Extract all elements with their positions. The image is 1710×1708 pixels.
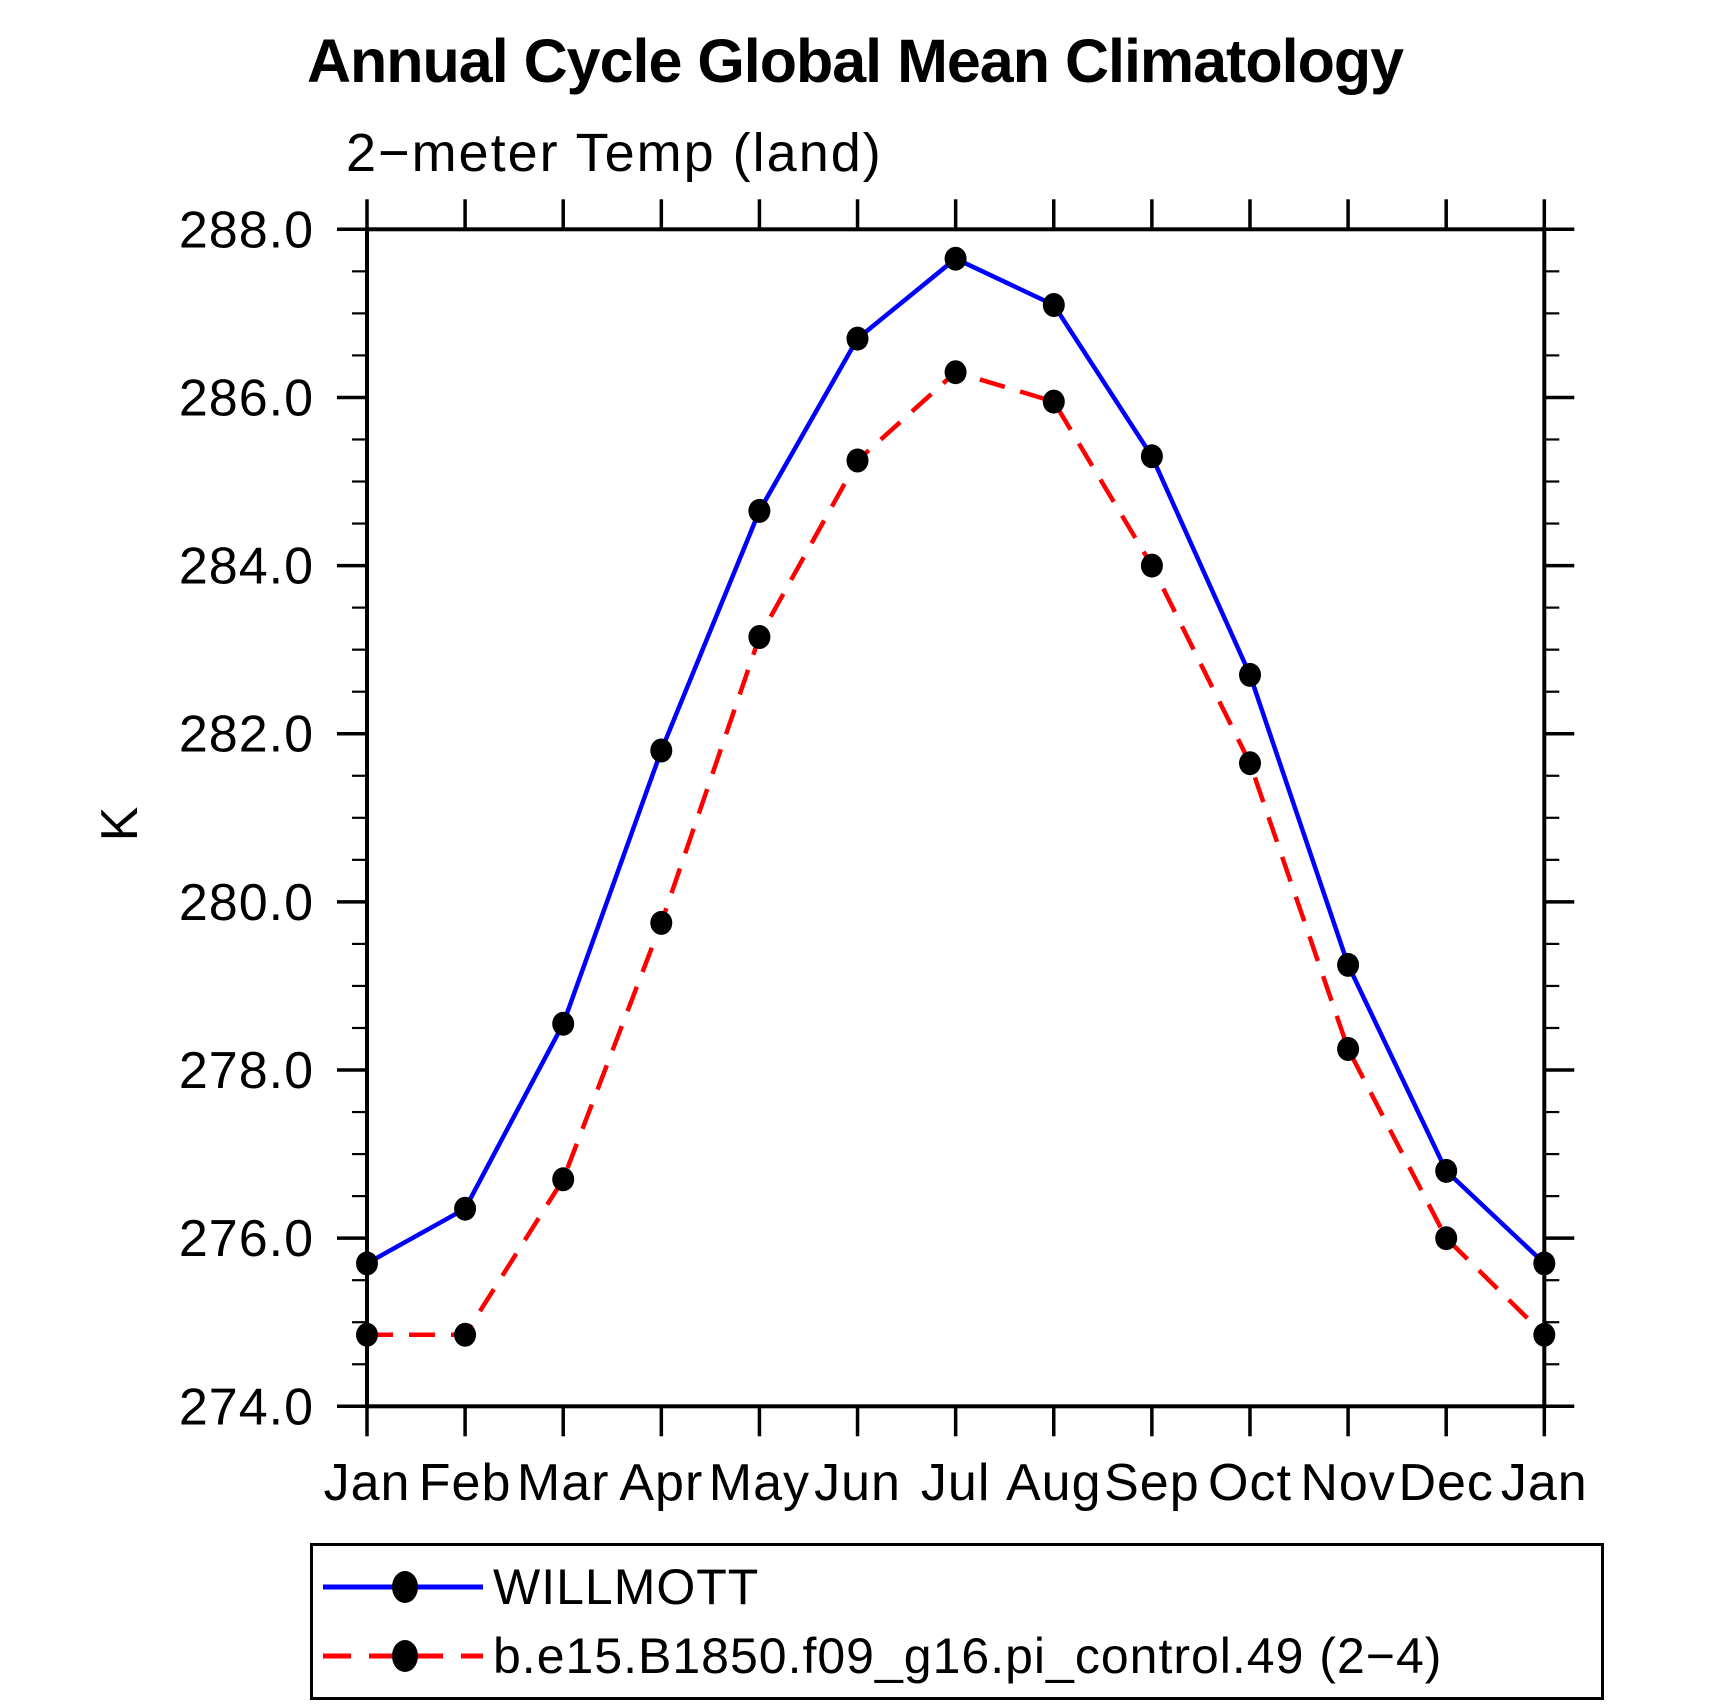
plot-frame xyxy=(365,227,1547,1409)
y-axis-minor-ticks xyxy=(352,270,1560,1366)
legend-swatch-model xyxy=(323,1640,483,1672)
x-tick-label: Jul xyxy=(921,1454,990,1512)
legend-marker-dot-icon xyxy=(392,1640,418,1672)
chart-title: Annual Cycle Global Mean Climatology xyxy=(306,27,1404,95)
y-tick-label: 284.0 xyxy=(179,538,314,596)
x-tick-label: May xyxy=(709,1454,810,1512)
x-axis-ticks xyxy=(365,199,1547,1437)
series-line-1 xyxy=(367,369,1546,1338)
data-point-marker xyxy=(1337,952,1360,977)
series-line-0 xyxy=(365,256,1546,1266)
data-point-marker xyxy=(454,1322,477,1347)
data-point-marker xyxy=(552,1167,575,1192)
data-point-marker xyxy=(1435,1158,1458,1183)
y-tick-label: 274.0 xyxy=(179,1378,314,1436)
x-tick-label: Sep xyxy=(1104,1454,1200,1512)
x-tick-label: Oct xyxy=(1208,1454,1292,1512)
y-tick-label: 280.0 xyxy=(179,874,314,932)
data-point-marker xyxy=(944,246,967,271)
data-point-marker xyxy=(1239,751,1261,776)
y-tick-label: 288.0 xyxy=(179,201,314,259)
data-point-marker xyxy=(748,498,771,523)
y-tick-label: 286.0 xyxy=(179,369,314,427)
series-markers-0 xyxy=(356,246,1556,1276)
legend-swatch-willmott xyxy=(323,1571,483,1603)
data-point-marker xyxy=(1140,553,1163,578)
data-point-marker xyxy=(1533,1251,1556,1276)
x-tick-label: Feb xyxy=(419,1454,512,1512)
y-tick-labels: 288.0 286.0 284.0 282.0 280.0 278.0 276.0 274.0 xyxy=(179,201,314,1436)
x-tick-label: Jan xyxy=(1501,1454,1588,1512)
data-point-marker xyxy=(846,448,869,473)
data-point-marker xyxy=(356,1251,378,1276)
x-tick-label: Dec xyxy=(1398,1454,1493,1512)
data-point-marker xyxy=(650,910,673,935)
data-point-marker xyxy=(454,1196,477,1221)
y-axis-major-ticks xyxy=(337,227,1575,1409)
data-point-marker xyxy=(650,738,673,763)
legend-row-model: b.e15.B1850.f09_g16.pi_control.49 (2−4) xyxy=(317,1626,1442,1686)
x-tick-labels: Jan Feb Mar Apr May Jun Jul Aug Sep Oct Nov Dec Jan xyxy=(324,1454,1588,1512)
y-tick-label: 278.0 xyxy=(179,1042,314,1100)
y-tick-label: 282.0 xyxy=(179,706,314,764)
x-tick-label: Apr xyxy=(619,1454,703,1512)
x-tick-label: Jun xyxy=(814,1454,901,1512)
data-point-marker xyxy=(1042,389,1065,414)
data-point-marker xyxy=(356,1322,378,1347)
data-point-marker xyxy=(1140,444,1163,469)
x-tick-label: Mar xyxy=(517,1454,610,1512)
x-tick-label: Jan xyxy=(324,1454,411,1512)
data-point-marker xyxy=(1239,662,1261,687)
data-point-marker xyxy=(846,326,869,351)
data-point-marker xyxy=(944,360,967,385)
y-tick-label: 276.0 xyxy=(179,1210,314,1268)
x-tick-label: Nov xyxy=(1300,1454,1395,1512)
chart-subtitle: 2−meter Temp (land) xyxy=(346,123,883,183)
data-point-marker xyxy=(1042,293,1065,317)
legend-box: WILLMOTT b.e15.B1850.f09_g16.pi_control.… xyxy=(310,1543,1604,1700)
series-markers-1 xyxy=(356,360,1556,1347)
data-point-marker xyxy=(1435,1226,1458,1251)
legend-label-model: b.e15.B1850.f09_g16.pi_control.49 (2−4) xyxy=(493,1628,1443,1684)
data-point-marker xyxy=(748,625,771,649)
legend-row-willmott: WILLMOTT xyxy=(317,1557,759,1617)
data-point-marker xyxy=(552,1011,575,1036)
legend-marker-dot-icon xyxy=(392,1571,418,1603)
data-point-marker xyxy=(1337,1037,1360,1061)
x-tick-label: Aug xyxy=(1006,1454,1102,1512)
legend-label-willmott: WILLMOTT xyxy=(493,1559,760,1615)
data-point-marker xyxy=(1533,1322,1556,1347)
